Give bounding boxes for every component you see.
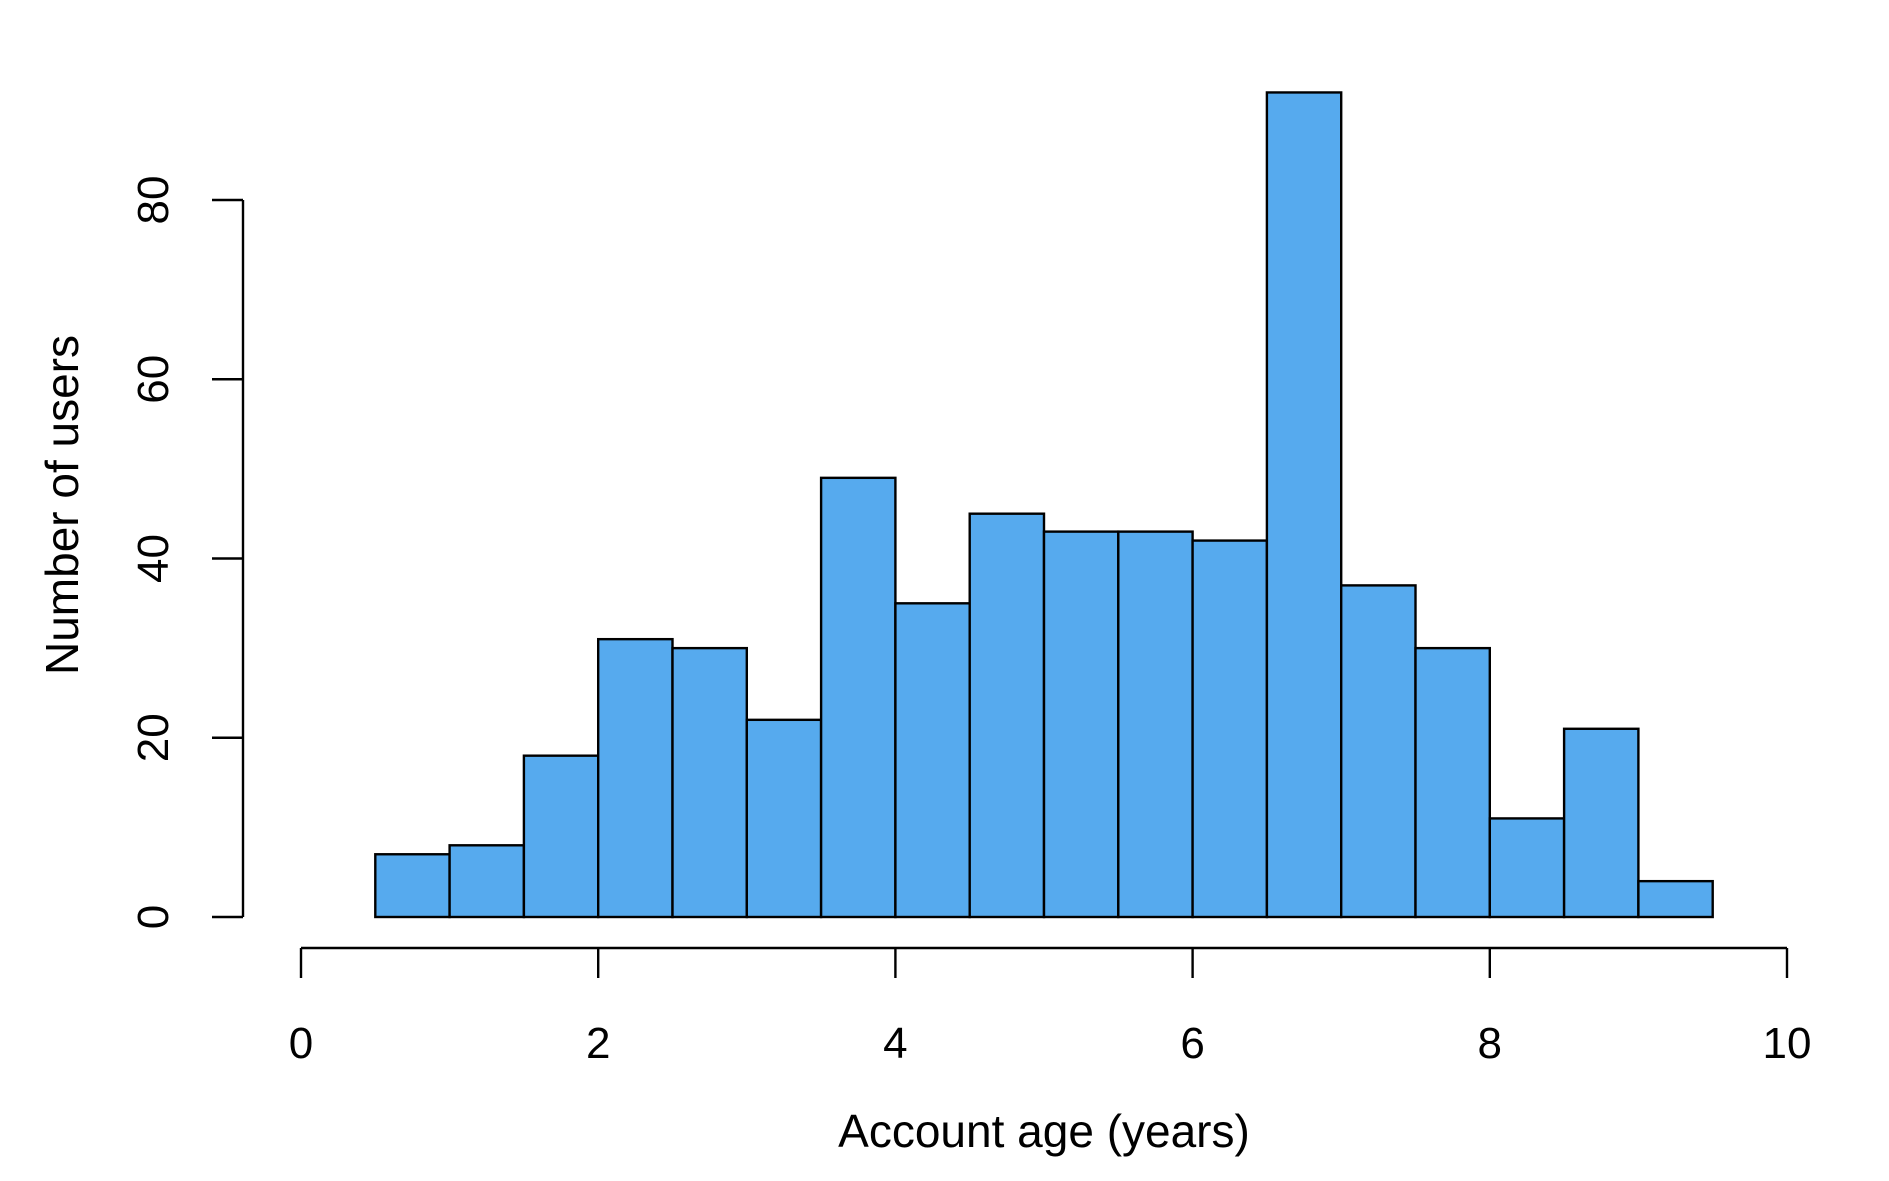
histogram-bar [448,844,526,919]
x-tick-label: 6 [1180,1019,1204,1068]
x-tick-label: 4 [883,1019,907,1068]
histogram-bar [1117,530,1194,919]
histogram-bar [1488,817,1566,919]
histogram-bar [522,754,600,919]
y-tick-label: 40 [129,534,178,583]
histogram-bar [819,476,897,919]
y-axis: 0 20 40 60 80 [129,176,245,929]
histogram-bar [597,637,674,919]
histogram-bar [374,853,451,919]
y-tick-label: 20 [129,713,178,762]
x-tick-label: 2 [586,1019,610,1068]
y-axis-title: Number of users [36,335,88,675]
y-tick-label: 60 [129,355,178,404]
histogram-bar [1191,539,1269,919]
x-tick-label: 8 [1478,1019,1502,1068]
histogram-bar [745,718,823,919]
histogram-bar [1265,91,1343,919]
x-axis: 0 2 4 6 8 10 [289,946,1812,1068]
histogram-bar [968,512,1046,919]
y-axis-ticks: 0 20 40 60 80 [129,176,243,929]
y-tick-label: 0 [129,905,178,929]
histogram-bar [1042,530,1120,919]
x-axis-title: Account age (years) [838,1105,1250,1157]
histogram-bar [894,602,971,919]
x-tick-label: 0 [289,1019,313,1068]
histogram-bar [1339,584,1417,919]
x-axis-ticks: 0 2 4 6 8 10 [289,948,1812,1068]
histogram-bar [1637,879,1714,919]
bars-group [374,91,1714,919]
x-tick-label: 10 [1763,1019,1812,1068]
histogram-bar [1562,727,1640,919]
histogram-bar [671,646,749,919]
histogram-bar [1414,646,1492,919]
y-tick-label: 80 [129,176,178,225]
